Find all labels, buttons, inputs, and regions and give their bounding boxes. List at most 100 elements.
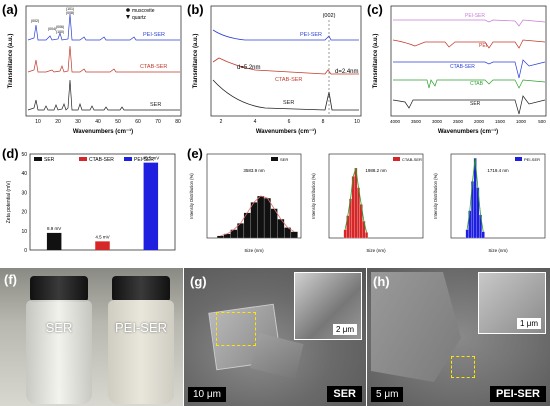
- peak-size-label: 1719.4 nm: [487, 168, 509, 173]
- inset-scale-bar: 2 μm: [333, 324, 357, 335]
- panel-d-label: (d): [2, 146, 19, 161]
- panel-h-label: (h): [373, 274, 390, 289]
- x-tick: 50: [115, 119, 121, 125]
- legend-swatch: [34, 157, 42, 161]
- ctab-ser-trace: [393, 59, 546, 79]
- ctab-trace: [393, 79, 546, 89]
- x-tick: 3500: [411, 119, 422, 124]
- trace-label-ser: SER: [470, 101, 481, 107]
- sample-label: SER: [327, 386, 362, 402]
- y-tick: 50: [21, 152, 27, 158]
- x-tick: 1000: [516, 119, 527, 124]
- legend-swatch: [515, 157, 522, 161]
- trace-label-pei: PEI: [479, 43, 487, 49]
- y-axis-label: Transmitance (a.u.): [8, 34, 14, 89]
- panel-f-label: (f): [4, 272, 17, 287]
- legend-quartz: quartz: [132, 15, 146, 21]
- x-tick: 4000: [390, 119, 401, 124]
- y-axis-label: Intensity Distribution (%): [189, 173, 194, 219]
- muscovite-marker-icon: [126, 8, 130, 12]
- legend-label: SER: [44, 157, 55, 163]
- peak-size-label: 1988.2 nm: [365, 168, 387, 173]
- x-tick: 10: [35, 119, 41, 125]
- pei-ser-trace: [27, 13, 180, 41]
- peak-size-label: 3583.9 nm: [243, 168, 265, 173]
- y-axis-label: Transmitance (a.u.): [373, 34, 379, 89]
- inset-scale-text: 2 μm: [336, 325, 354, 334]
- legend-swatch: [124, 157, 132, 161]
- panel-c: (c) PEI-SER PEI CTAB-SER CTAB SER 4000 3…: [365, 0, 550, 138]
- main-scale-bar: 5 μm: [371, 387, 404, 402]
- trace-label-pei-ser: PEI-SER: [465, 13, 485, 19]
- zeta-bar: [143, 162, 159, 250]
- x-tick: 10: [354, 119, 360, 125]
- ser-vial-cap: [30, 276, 88, 302]
- main-scale-bar: 10 μm: [188, 387, 226, 402]
- vial-label-pei-ser: PEI-SER: [114, 320, 167, 335]
- ctab-ser-trace: [212, 57, 359, 75]
- peak-label-006: (006): [56, 25, 64, 29]
- x-tick: 4: [254, 119, 257, 125]
- histogram-bar: [263, 197, 271, 239]
- panel-e-label: (e): [187, 146, 203, 161]
- panel-f-photo: (f) SER PEI-SER: [0, 268, 183, 406]
- ser-trace: [27, 79, 180, 111]
- y-tick: 10: [21, 229, 27, 235]
- bar-value-label: 45.5 mV: [142, 156, 159, 161]
- legend-swatch: [79, 157, 87, 161]
- x-tick: 500: [538, 119, 546, 124]
- panel-c-label: (c): [367, 2, 383, 17]
- y-axis-label: Transmitance (a.u.): [193, 34, 199, 89]
- panel-a: (a) muscovite quartz PEI-SER CTAB-SER SE…: [0, 0, 185, 138]
- y-axis-label: Zeta potential (mV): [6, 180, 12, 223]
- xrd-chart: muscovite quartz PEI-SER CTAB-SER SER (0…: [8, 5, 182, 135]
- x-axis-label: Size (nm): [366, 248, 386, 253]
- peak-label-002: (002): [323, 13, 336, 19]
- fit-curve: [466, 158, 484, 232]
- legend-label: PEI-SER: [134, 157, 154, 163]
- zeta-chart: 0 10 20 30 40 50 8.9 mV 4.5 mV 45.5 mV SER CTAB-SE…: [6, 152, 176, 254]
- fit-curve: [220, 195, 295, 237]
- panel-d: (d) 0 10 20 30 40 50 8.9 mV 4.5 mV 45.5 mV SER CTA…: [0, 140, 185, 268]
- y-tick: 0: [24, 248, 27, 254]
- trace-label-ctab-ser: CTAB-SER: [450, 64, 475, 70]
- annotation-d-5-2nm: d=5.2nm: [237, 65, 261, 71]
- x-axis-label: Wavenumbers (cm⁻¹): [256, 128, 316, 135]
- trace-label-pei-ser: PEI-SER: [143, 32, 165, 38]
- main-scale-text: 10 μm: [193, 389, 221, 400]
- x-tick: 70: [155, 119, 161, 125]
- panel-g-sem: 2 μm (g) 10 μm SER: [184, 268, 366, 406]
- peak-label-004: (004): [48, 27, 56, 31]
- panel-b-label: (b): [187, 2, 204, 17]
- main-scale-text: 5 μm: [376, 389, 399, 400]
- trace-label-ctab-ser: CTAB-SER: [275, 77, 302, 83]
- x-tick: 2: [220, 119, 223, 125]
- panel-b: (b) PEI-SER CTAB-SER d=5.2nm d=2.4nm SER…: [185, 0, 365, 138]
- histogram-bar: [216, 235, 224, 239]
- legend-label: CTAB-SER: [402, 157, 422, 162]
- pei-ser-trace: [212, 29, 359, 41]
- zeta-bar: [46, 232, 62, 250]
- zeta-bar: [95, 241, 110, 250]
- y-axis-label: Intensity Distribution (%): [433, 173, 438, 219]
- panel-a-label: (a): [2, 2, 18, 17]
- fit-curve: [344, 167, 367, 233]
- x-tick: 20: [55, 119, 61, 125]
- bar-value-label: 8.9 mV: [47, 226, 61, 231]
- ftir-chart: PEI-SER PEI CTAB-SER CTAB SER 4000 3500 …: [373, 5, 547, 135]
- x-axis-label: Size (nm): [244, 248, 264, 253]
- legend-swatch: [393, 157, 400, 161]
- trace-label-ser: SER: [150, 102, 161, 108]
- trace-label-ctab: CTAB: [470, 81, 484, 87]
- annotation-d-2-4nm: d=2.4nm: [335, 69, 359, 75]
- ser-trace: [212, 79, 359, 111]
- low-angle-xrd-chart: PEI-SER CTAB-SER d=5.2nm d=2.4nm SER (00…: [193, 5, 362, 135]
- x-axis-label: Size (nm): [488, 248, 508, 253]
- histogram-bar: [354, 167, 358, 239]
- x-tick: 2000: [474, 119, 485, 124]
- y-tick: 40: [21, 171, 27, 177]
- panel-h-sem: 1 μm (h) 5 μm PEI-SER: [367, 268, 550, 406]
- low-angle-plot-frame: [210, 5, 362, 117]
- ser-vial: [26, 300, 92, 404]
- trace-label-pei-ser: PEI-SER: [300, 32, 322, 38]
